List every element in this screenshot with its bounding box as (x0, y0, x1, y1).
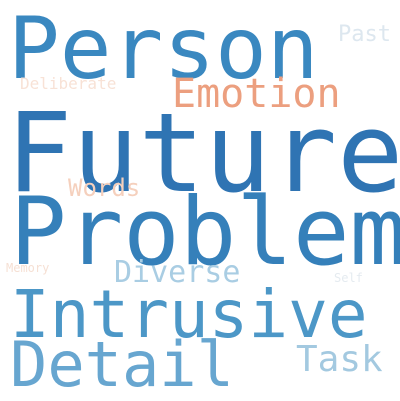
word-future: Future (6, 89, 400, 217)
word-intrusive: Intrusive (10, 276, 368, 353)
word-person: Person (8, 0, 319, 99)
word-diverse: Diverse (114, 255, 241, 290)
word-emotion: Emotion (172, 71, 341, 117)
word-past: Past (338, 22, 391, 47)
word-words: Words (68, 174, 141, 202)
word-deliberate: Deliberate (20, 74, 117, 93)
word-memory: Memory (6, 261, 50, 275)
word-detail: Detail (10, 328, 234, 401)
word-problem: Problem (10, 178, 400, 287)
word-self: Self (334, 271, 363, 285)
word-task: Task (296, 339, 383, 380)
